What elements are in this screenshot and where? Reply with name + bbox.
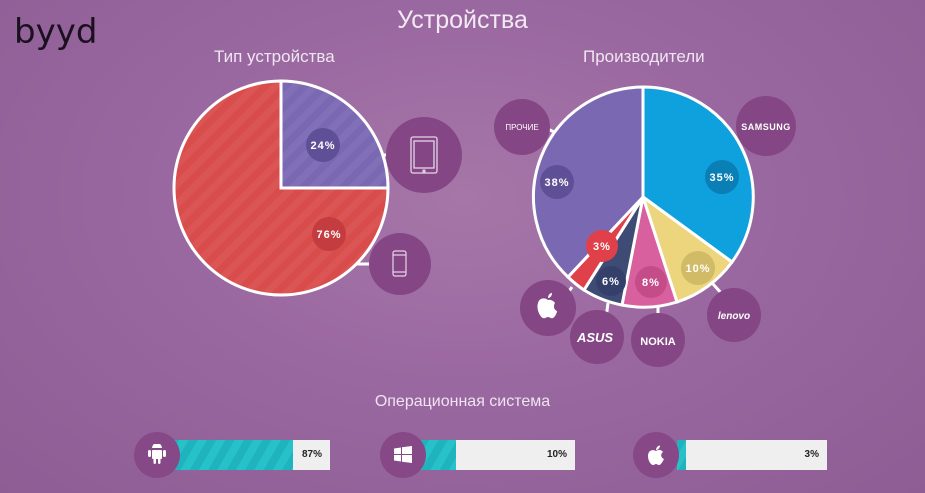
smartphone-icon xyxy=(392,250,407,277)
tablet-icon xyxy=(410,136,438,174)
ios-bubble xyxy=(633,432,679,478)
asus-bubble xyxy=(570,310,624,364)
windows-bar: 10% xyxy=(420,440,575,470)
manufacturers-pie xyxy=(494,85,796,367)
others-label: ПРОЧИЕ xyxy=(505,123,538,132)
apple-percent: 3% xyxy=(593,241,611,253)
windows-bubble xyxy=(380,432,426,478)
android-bar: 87% xyxy=(170,440,330,470)
apple-icon xyxy=(648,445,664,465)
manufacturers-title: Производители xyxy=(583,47,705,66)
tablet-percent: 24% xyxy=(310,140,335,152)
lenovo-logo: lenovo xyxy=(718,311,750,322)
device-type-title: Тип устройства xyxy=(214,47,335,66)
lenovo-bubble xyxy=(707,288,761,342)
asus-percent: 6% xyxy=(602,276,620,288)
samsung-percent: 35% xyxy=(709,172,734,184)
device-type-pie xyxy=(172,79,462,297)
others-percent: 38% xyxy=(544,177,569,189)
tablet-bubble xyxy=(386,117,462,193)
windows-percent: 10% xyxy=(546,449,567,460)
windows-icon xyxy=(394,446,412,463)
label-bg-tablet xyxy=(306,128,340,162)
smartphone-percent: 76% xyxy=(316,229,341,241)
asus-logo: ASUS xyxy=(576,330,613,345)
page-title: Устройства xyxy=(397,6,528,34)
others-bubble xyxy=(494,99,550,155)
apple-icon xyxy=(537,293,557,319)
lenovo-percent: 10% xyxy=(685,263,710,275)
android-bubble xyxy=(134,432,180,478)
smartphone-bubble xyxy=(369,233,431,295)
nokia-bubble xyxy=(631,313,685,367)
nokia-percent: 8% xyxy=(642,277,660,289)
os-title: Операционная система xyxy=(374,393,551,410)
android-icon xyxy=(148,444,166,464)
ios-percent: 3% xyxy=(804,449,819,460)
ios-bar: 3% xyxy=(677,440,827,470)
samsung-bubble xyxy=(736,96,796,156)
samsung-logo: SAMSUNG xyxy=(741,122,791,132)
nokia-logo: NOKIA xyxy=(640,336,676,348)
android-percent: 87% xyxy=(301,449,322,460)
logo: byyd xyxy=(14,12,98,52)
label-bg-smartphone xyxy=(312,217,346,251)
